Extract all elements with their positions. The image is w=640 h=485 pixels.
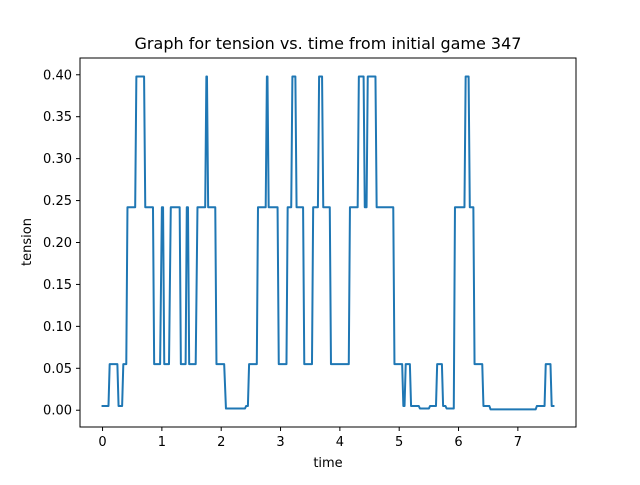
y-tick-label: 0.05 <box>43 362 72 377</box>
x-axis-ticks: 0 1 2 3 4 5 6 7 <box>98 427 522 450</box>
x-tick-label: 3 <box>276 435 284 450</box>
x-axis-label: time <box>313 456 342 471</box>
y-tick-label: 0.20 <box>43 236 72 251</box>
chart-title: Graph for tension vs. time from initial … <box>135 34 522 53</box>
tension-series-line <box>101 75 555 411</box>
y-tick-label: 0.35 <box>43 110 72 125</box>
x-tick-label: 2 <box>217 435 225 450</box>
x-tick-label: 6 <box>454 435 462 450</box>
y-tick-label: 0.40 <box>43 68 72 83</box>
y-axis-label: tension <box>20 218 35 266</box>
y-axis-ticks: 0.00 0.05 0.10 0.15 0.20 0.25 0.30 0.35 0.40 <box>43 68 80 419</box>
plot-frame <box>79 57 577 428</box>
y-tick-label: 0.30 <box>43 152 72 167</box>
x-tick-label: 4 <box>336 435 344 450</box>
y-tick-label: 0.00 <box>43 404 72 419</box>
x-tick-label: 7 <box>514 435 522 450</box>
x-tick-label: 5 <box>395 435 403 450</box>
x-tick-label: 0 <box>98 435 106 450</box>
x-tick-label: 1 <box>158 435 166 450</box>
y-tick-label: 0.10 <box>43 320 72 335</box>
y-tick-label: 0.25 <box>43 194 72 209</box>
y-tick-label: 0.15 <box>43 278 72 293</box>
